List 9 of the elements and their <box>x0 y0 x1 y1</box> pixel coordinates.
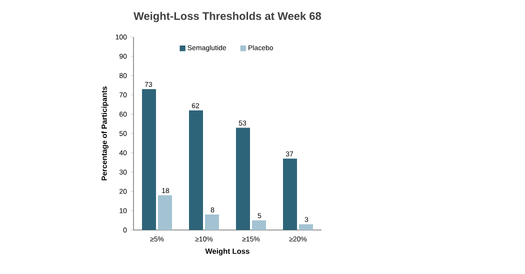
bar <box>158 195 172 230</box>
bar <box>142 89 156 230</box>
bar <box>189 110 203 230</box>
bar <box>283 158 297 230</box>
bar <box>205 214 219 230</box>
bar <box>299 224 313 230</box>
chart-title: Weight-Loss Thresholds at Week 68 <box>134 12 322 22</box>
bar <box>236 128 250 230</box>
bar <box>252 220 266 230</box>
